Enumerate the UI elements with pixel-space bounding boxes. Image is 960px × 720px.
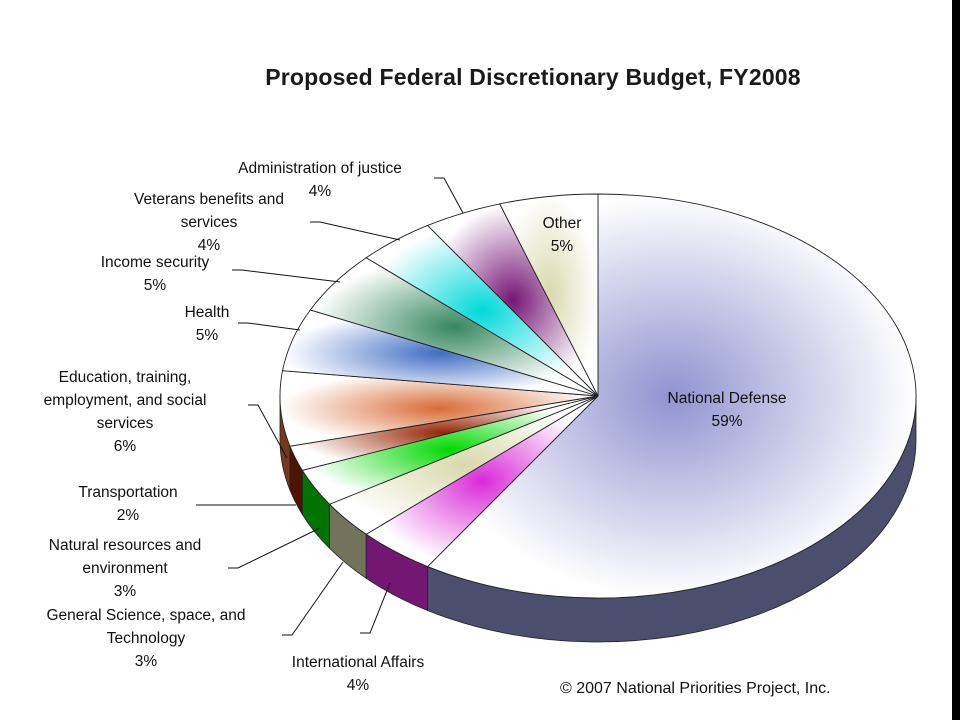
slice-label-education-training-employment-and-social-services: Education, training, employment, and soci…: [44, 369, 207, 455]
slice-label-transportation: Transportation 2%: [78, 484, 177, 524]
slice-label-other: Other 5%: [543, 215, 582, 255]
chart-title: Proposed Federal Discretionary Budget, F…: [265, 64, 801, 90]
slice-label-international-affairs: International Affairs 4%: [292, 654, 425, 694]
pie-slice-education-training-employment-and-social-services: [279, 370, 599, 447]
slice-labels: National Defense 59% International Affairs…: [44, 160, 787, 694]
pie-slice-other: [499, 193, 599, 397]
leader-line-education-training-employment-and-social-services: [248, 404, 288, 459]
leader-line-international-affairs: [360, 582, 391, 634]
leader-line-health: [238, 322, 301, 331]
slice-label-health: Health 5%: [185, 304, 230, 344]
slice-label-income-security: Income security 5%: [101, 254, 210, 294]
pie-slice-national-defense: [426, 193, 917, 599]
pie-top: [279, 193, 917, 599]
leader-line-income-security: [232, 269, 341, 283]
leader-lines: [196, 177, 464, 636]
slice-label-natural-resources-and-environment: Natural resources and environment 3%: [49, 537, 202, 600]
slice-label-general-science-space-and-technology: General Science, space, and Technology 3%: [46, 607, 245, 670]
right-edge-bar: [952, 0, 960, 720]
slice-label-veterans-benefits-and-services: Veterans benefits and services 4%: [134, 191, 284, 254]
leader-line-administration-of-justice: [434, 177, 464, 214]
leader-line-general-science-space-and-technology: [282, 561, 344, 636]
leader-line-veterans-benefits-and-services: [310, 221, 401, 241]
copyright-note: © 2007 National Priorities Project, Inc.: [560, 680, 831, 697]
leader-line-natural-resources-and-environment: [228, 527, 321, 569]
slice-label-administration-of-justice: Administration of justice 4%: [238, 160, 402, 200]
slice-label-national-defense: National Defense 59%: [668, 390, 787, 430]
